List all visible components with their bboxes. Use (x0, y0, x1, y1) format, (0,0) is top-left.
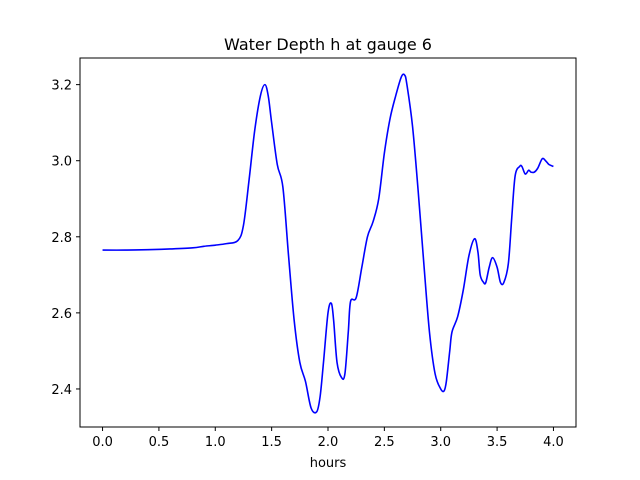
x-tick-label: 3.5 (487, 435, 508, 450)
x-tick-label: 4.0 (543, 435, 564, 450)
y-tick-label: 3.2 (51, 79, 72, 94)
y-tick-label: 2.8 (51, 231, 72, 246)
chart-title: Water Depth h at gauge 6 (224, 35, 432, 54)
y-tick-label: 2.4 (51, 383, 72, 398)
x-tick-label: 0.5 (149, 435, 170, 450)
plot-frame (79, 57, 577, 428)
x-axis-label: hours (310, 456, 347, 471)
x-tick-label: 2.5 (374, 435, 395, 450)
x-tick-label: 3.0 (430, 435, 451, 450)
y-tick-label: 3.0 (51, 155, 72, 170)
x-tick-label: 2.0 (318, 435, 339, 450)
plot-area (102, 73, 554, 414)
x-axis: 0.0 0.5 1.0 1.5 2.0 2.5 3.0 3.5 4.0 (92, 427, 564, 450)
y-tick-label: 2.6 (51, 307, 72, 322)
x-tick-label: 1.5 (261, 435, 282, 450)
x-tick-label: 1.0 (205, 435, 226, 450)
x-tick-label: 0.0 (92, 435, 113, 450)
y-axis: 2.4 2.6 2.8 3.0 3.2 (51, 79, 80, 398)
series-line-water-depth (102, 73, 554, 414)
